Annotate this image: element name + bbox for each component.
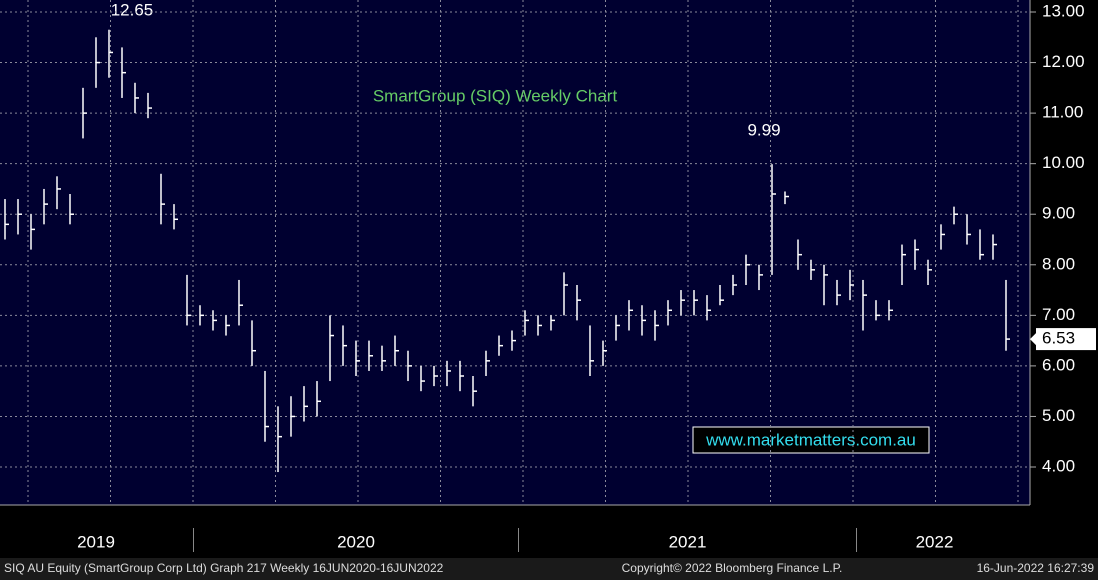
x-tick-label: 2019 xyxy=(77,532,115,551)
last-price: 6.53 xyxy=(1042,329,1075,348)
watermark: www.marketmatters.com.au xyxy=(705,430,916,449)
x-tick-label: 2022 xyxy=(916,532,954,551)
watermark-box xyxy=(692,426,930,454)
y-tick-label: 12.00 xyxy=(1042,52,1085,71)
y-tick-label: 13.00 xyxy=(1042,1,1085,20)
x-axis-band xyxy=(0,505,1098,558)
footer-band xyxy=(0,558,1098,580)
axis-background xyxy=(1030,0,1098,505)
y-tick-label: 4.00 xyxy=(1042,456,1075,475)
y-tick-label: 8.00 xyxy=(1042,254,1075,273)
y-tick-label: 10.00 xyxy=(1042,153,1085,172)
annotation: 9.99 xyxy=(747,120,780,139)
annotation: 12.65 xyxy=(111,0,154,19)
y-tick-label: 11.00 xyxy=(1042,103,1083,122)
x-tick-label: 2021 xyxy=(669,532,707,551)
footer-left: SIQ AU Equity (SmartGroup Corp Ltd) Grap… xyxy=(4,561,444,575)
footer-center: Copyright© 2022 Bloomberg Finance L.P. xyxy=(622,561,843,575)
last-price-pointer xyxy=(1030,333,1036,346)
y-tick-label: 6.00 xyxy=(1042,355,1075,374)
y-tick-label: 7.00 xyxy=(1042,305,1075,324)
y-tick-label: 5.00 xyxy=(1042,406,1075,425)
footer-right: 16-Jun-2022 16:27:39 xyxy=(977,561,1095,575)
last-price-box xyxy=(1036,328,1096,351)
x-tick-label: 2020 xyxy=(337,532,375,551)
plot-background xyxy=(0,0,1030,505)
y-tick-label: 9.00 xyxy=(1042,204,1075,223)
chart-title: SmartGroup (SIQ) Weekly Chart xyxy=(373,86,618,105)
